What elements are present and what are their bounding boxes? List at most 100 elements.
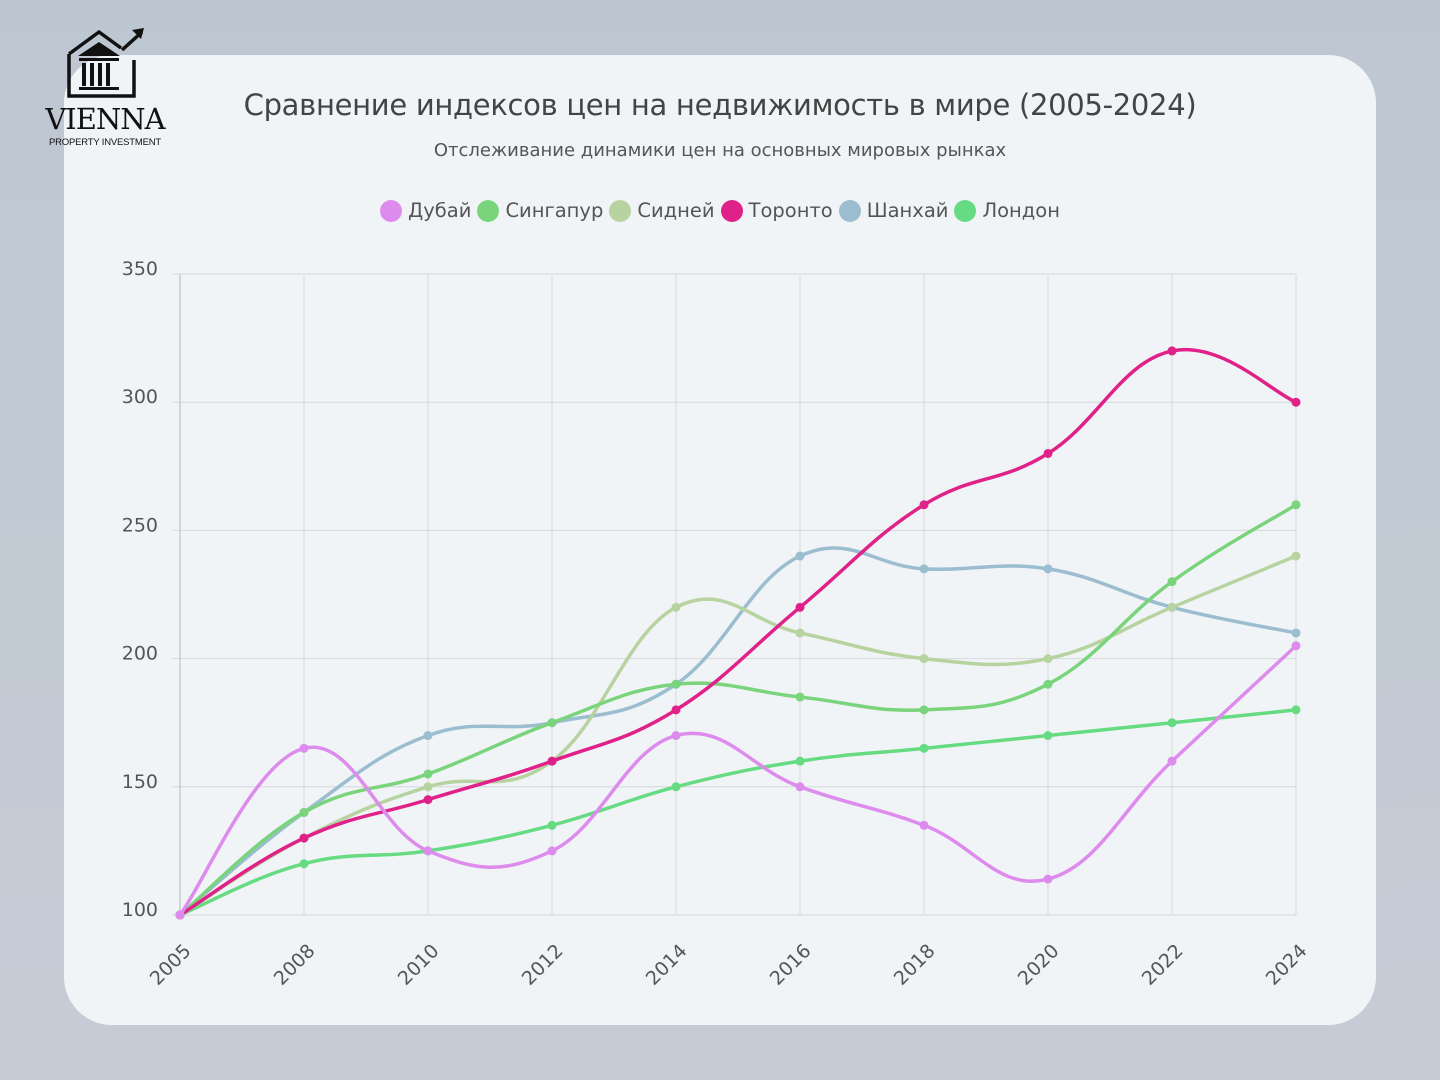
data-point[interactable]: [423, 795, 433, 805]
data-point[interactable]: [795, 551, 805, 561]
legend-swatch-icon: [838, 199, 861, 222]
legend-item-toronto[interactable]: Торонто: [720, 199, 833, 222]
legend-item-dubai[interactable]: Дубай: [380, 199, 471, 222]
legend-swatch-icon: [954, 199, 977, 222]
brand-logo: VIENNA PROPERTY INVESTMENT: [30, 26, 175, 151]
data-point[interactable]: [299, 743, 309, 753]
data-point[interactable]: [795, 692, 805, 702]
data-point[interactable]: [1167, 346, 1177, 356]
y-tick-label: 100: [122, 899, 158, 921]
y-tick-label: 250: [122, 514, 158, 536]
data-point[interactable]: [1291, 628, 1301, 638]
data-point[interactable]: [795, 756, 805, 766]
legend-label: Торонто: [748, 199, 833, 222]
x-tick-label: 2008: [270, 940, 320, 990]
data-point[interactable]: [1291, 705, 1301, 715]
y-tick-label: 150: [122, 771, 158, 793]
x-tick-label: 2018: [890, 940, 940, 990]
legend-label: Дубай: [408, 199, 472, 222]
x-tick-label: 2022: [1138, 940, 1188, 990]
x-tick-label: 2016: [766, 940, 816, 990]
data-point[interactable]: [919, 500, 929, 510]
chart-series: [175, 346, 1301, 920]
data-point[interactable]: [671, 731, 681, 741]
data-point[interactable]: [1291, 397, 1301, 407]
data-point[interactable]: [795, 782, 805, 792]
data-point[interactable]: [1291, 641, 1301, 651]
legend-item-sydney[interactable]: Сидней: [609, 199, 715, 222]
x-tick-label: 2012: [518, 940, 568, 990]
data-point[interactable]: [919, 820, 929, 830]
legend-item-london[interactable]: Лондон: [954, 199, 1060, 222]
data-point[interactable]: [919, 654, 929, 664]
y-tick-label: 350: [122, 258, 158, 280]
x-tick-label: 2014: [642, 940, 692, 990]
data-point[interactable]: [671, 679, 681, 689]
chart-subtitle: Отслеживание динамики цен на основных ми…: [433, 140, 1007, 161]
data-point[interactable]: [919, 564, 929, 574]
brand-name: VIENNA: [45, 102, 165, 136]
legend-swatch-icon: [477, 199, 500, 222]
chart-title: Сравнение индексов цен на недвижимость в…: [243, 88, 1197, 122]
data-point[interactable]: [423, 846, 433, 856]
x-tick-label: 2005: [146, 940, 196, 990]
x-axis: 2005 2008 2010 2012 2014 2016 2018 2020 2022 2024: [146, 940, 1312, 990]
legend-swatch-icon: [380, 199, 402, 222]
data-point[interactable]: [299, 833, 309, 843]
x-tick-label: 2010: [394, 940, 444, 990]
data-point[interactable]: [423, 769, 433, 779]
x-tick-label: 2020: [1014, 940, 1064, 990]
data-point[interactable]: [299, 859, 309, 869]
legend-label: Шанхай: [866, 199, 949, 222]
data-point[interactable]: [671, 705, 681, 715]
data-point[interactable]: [1043, 654, 1053, 664]
data-point[interactable]: [547, 820, 557, 830]
building-growth-icon: [67, 28, 144, 98]
legend-label: Лондон: [982, 199, 1060, 222]
y-tick-label: 200: [122, 643, 158, 665]
data-point[interactable]: [423, 782, 433, 792]
data-point[interactable]: [1043, 679, 1053, 689]
data-point[interactable]: [919, 705, 929, 715]
data-point[interactable]: [1167, 756, 1177, 766]
data-point[interactable]: [1043, 874, 1053, 884]
legend-label: Сидней: [637, 199, 715, 222]
legend-swatch-icon: [720, 199, 743, 222]
legend-label: Сингапур: [505, 199, 604, 222]
series-3[interactable]: [175, 346, 1301, 920]
data-point[interactable]: [1043, 564, 1053, 574]
chart-legend: Дубай Сингапур Сидней Торонто Шанхай Лон…: [0, 199, 1440, 222]
chart-card: [64, 55, 1376, 1025]
y-axis: 100 150 200 250 300 350: [122, 258, 158, 921]
chart-grid: [172, 273, 1297, 916]
data-point[interactable]: [1291, 500, 1301, 510]
data-point[interactable]: [1167, 602, 1177, 612]
data-point[interactable]: [547, 846, 557, 856]
data-point[interactable]: [1167, 577, 1177, 587]
data-point[interactable]: [795, 628, 805, 638]
data-point[interactable]: [919, 743, 929, 753]
data-point[interactable]: [1291, 551, 1301, 561]
data-point[interactable]: [547, 756, 557, 766]
data-point[interactable]: [1043, 448, 1053, 458]
data-point[interactable]: [1043, 731, 1053, 741]
data-point[interactable]: [671, 782, 681, 792]
data-point[interactable]: [175, 910, 185, 920]
data-point[interactable]: [671, 602, 681, 612]
data-point[interactable]: [795, 602, 805, 612]
x-tick-label: 2024: [1262, 940, 1312, 990]
legend-item-singapore[interactable]: Сингапур: [477, 199, 603, 222]
series-5[interactable]: [175, 705, 1301, 920]
brand-tagline: PROPERTY INVESTMENT: [49, 137, 161, 148]
data-point[interactable]: [1167, 718, 1177, 728]
series-2[interactable]: [175, 551, 1301, 920]
data-point[interactable]: [423, 731, 433, 741]
data-point[interactable]: [547, 718, 557, 728]
series-0[interactable]: [175, 641, 1301, 920]
legend-item-shanghai[interactable]: Шанхай: [838, 199, 949, 222]
data-point[interactable]: [299, 807, 309, 817]
series-4[interactable]: [175, 546, 1301, 920]
legend-swatch-icon: [609, 199, 632, 222]
y-tick-label: 300: [122, 386, 158, 408]
